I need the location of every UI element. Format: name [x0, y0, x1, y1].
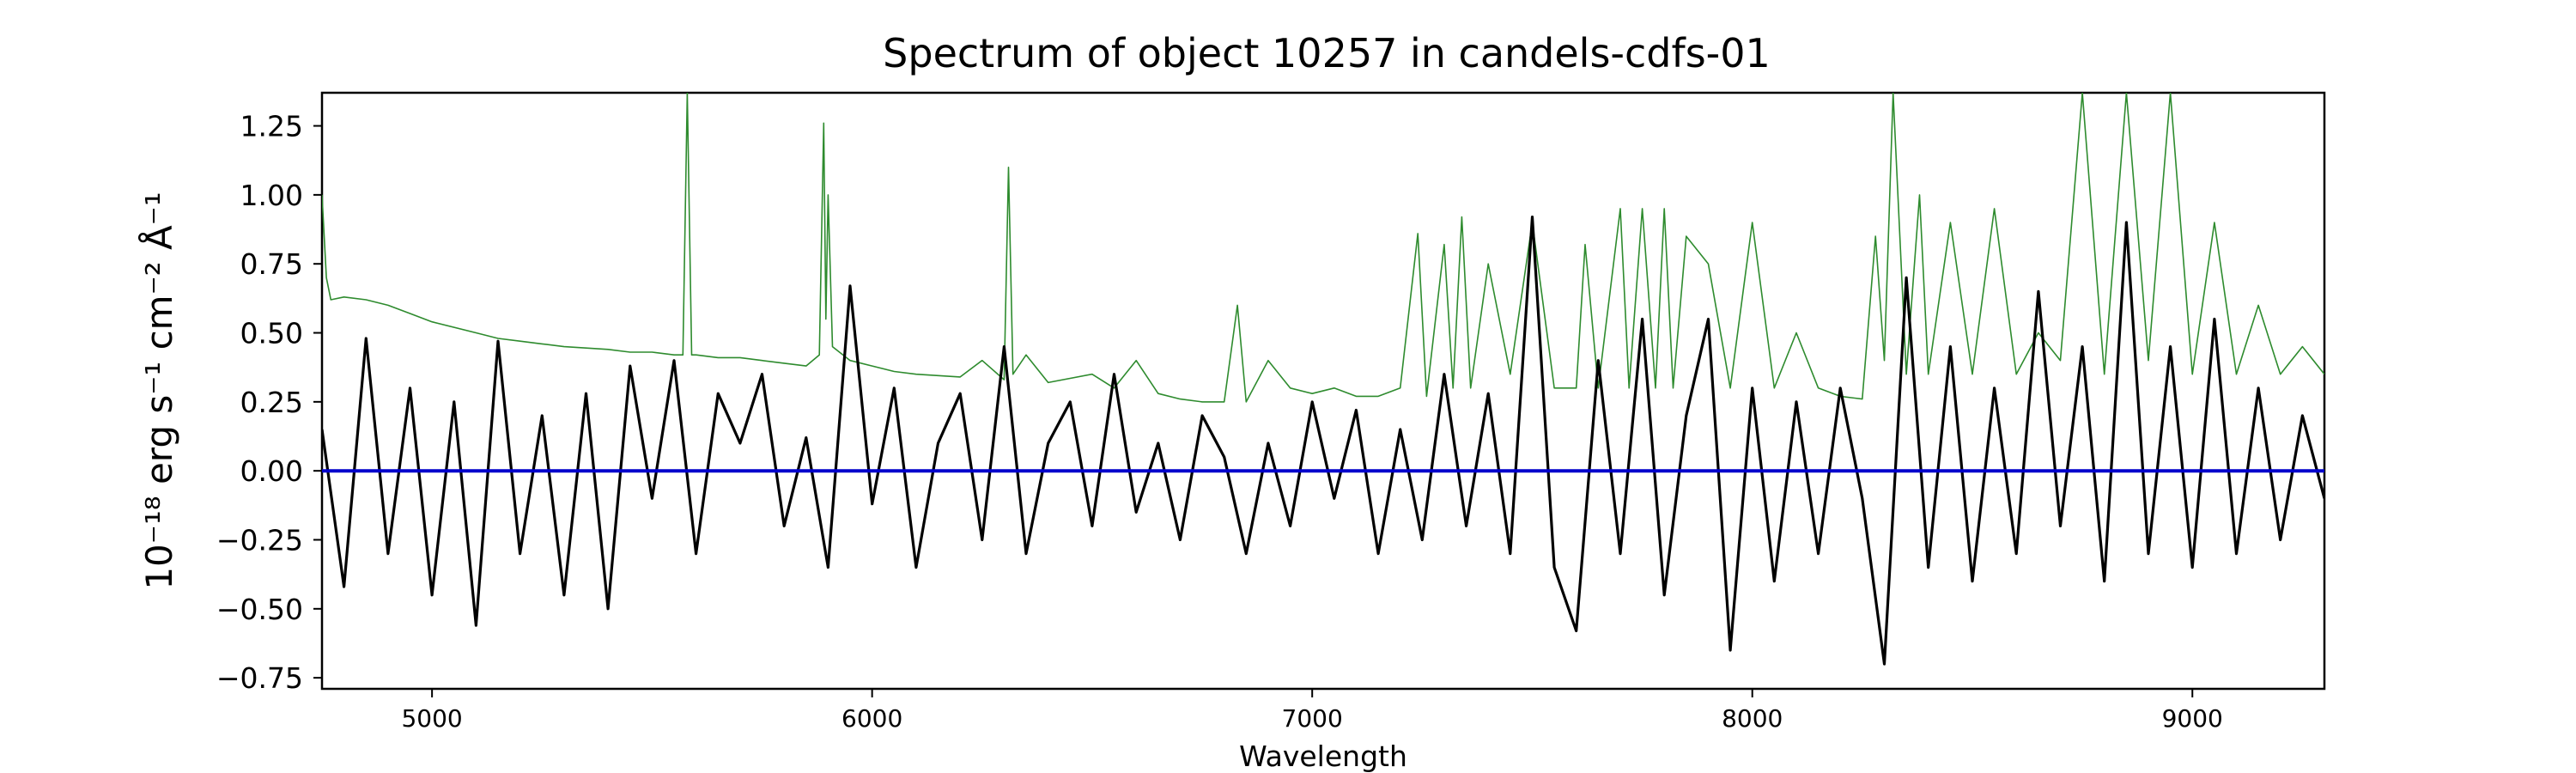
y-tick-label: 0.00: [240, 454, 303, 488]
y-tick-label: 1.25: [240, 110, 303, 143]
y-tick-label: −0.25: [216, 524, 303, 557]
y-axis-ticks: −0.75 −0.50 −0.25 0.00 0.25 0.50 0.75 1.00 1.25: [216, 110, 322, 695]
x-axis-ticks: 5000 6000 7000 8000 9000: [401, 689, 2223, 733]
x-tick-label: 9000: [2162, 704, 2223, 733]
y-tick-label: 0.25: [240, 386, 303, 419]
y-axis-label: 10⁻¹⁸ erg s⁻¹ cm⁻² Å⁻¹: [137, 192, 180, 589]
x-tick-label: 5000: [401, 704, 462, 733]
y-tick-label: 0.50: [240, 317, 303, 350]
y-tick-label: −0.75: [216, 661, 303, 695]
y-tick-label: −0.50: [216, 593, 303, 626]
series-layer: [322, 93, 2324, 666]
y-tick-label: 1.00: [240, 179, 303, 212]
y-tick-label: 0.75: [240, 247, 303, 281]
x-axis-label: Wavelength: [1239, 740, 1407, 773]
x-tick-label: 8000: [1722, 704, 1783, 733]
plot-frame: [320, 91, 2326, 691]
chart-title: Spectrum of object 10257 in candels-cdfs…: [883, 30, 1771, 76]
flux-series-line: [322, 216, 2324, 666]
error-series-line: [322, 93, 2324, 403]
x-tick-label: 7000: [1282, 704, 1343, 733]
x-tick-label: 6000: [841, 704, 902, 733]
plot-area: [320, 91, 2326, 691]
